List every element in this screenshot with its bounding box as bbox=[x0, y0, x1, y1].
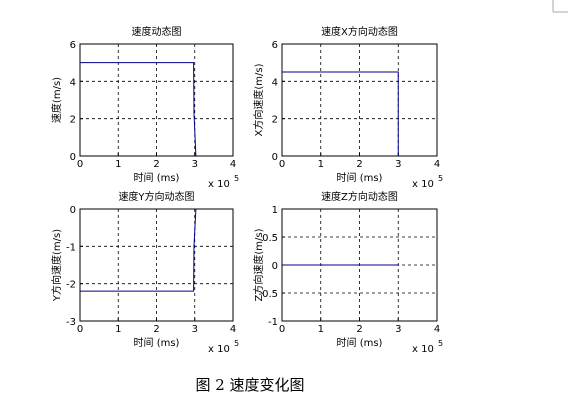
x-tick-label: 2 bbox=[153, 159, 159, 170]
x-tick-label: 0 bbox=[279, 159, 285, 170]
x-tick-label: 3 bbox=[192, 159, 198, 170]
x-axis-label: 时间 (ms) bbox=[337, 171, 383, 184]
chart-title: 速度Z方向动态图 bbox=[321, 190, 398, 203]
axes-box bbox=[79, 43, 234, 157]
y-tick-label: 6 bbox=[272, 40, 278, 51]
x-tick-label: 4 bbox=[230, 159, 236, 170]
x-axis-label: 时间 (ms) bbox=[134, 336, 180, 349]
axes-box bbox=[281, 43, 438, 157]
caption: 图 2 速度变化图 bbox=[195, 376, 304, 394]
x-tick-label: 4 bbox=[434, 324, 440, 335]
x-tick-label: 1 bbox=[115, 324, 121, 335]
y-axis-label: X方向速度(m/s) bbox=[252, 63, 265, 136]
x-tick-label: 0 bbox=[77, 324, 83, 335]
y-tick-label: 0 bbox=[272, 152, 278, 163]
y-axis-label: Z方向速度(m/s) bbox=[252, 228, 265, 301]
x-tick-label: 2 bbox=[356, 324, 362, 335]
y-tick-label: 0 bbox=[70, 205, 76, 216]
y-tick-label: 1 bbox=[272, 205, 278, 216]
x-scale-exponent: 5 bbox=[234, 339, 239, 348]
x-scale-exponent: 5 bbox=[438, 174, 443, 183]
x-scale-label: x 10 bbox=[412, 344, 434, 355]
x-tick-label: 1 bbox=[115, 159, 121, 170]
y-tick-label: 4 bbox=[272, 77, 278, 88]
y-tick-label: -1 bbox=[268, 317, 278, 328]
y-tick-label: 2 bbox=[70, 115, 76, 126]
x-tick-label: 1 bbox=[318, 324, 324, 335]
x-scale-label: x 10 bbox=[208, 344, 230, 355]
y-tick-label: -3 bbox=[66, 317, 76, 328]
axes-box bbox=[79, 208, 234, 322]
y-axis-label: 速度(m/s) bbox=[50, 77, 63, 123]
chart-title: 速度动态图 bbox=[132, 25, 182, 38]
chart-title: 速度X方向动态图 bbox=[321, 25, 398, 38]
x-scale-exponent: 5 bbox=[438, 339, 443, 348]
x-tick-label: 4 bbox=[230, 324, 236, 335]
y-axis-label: Y方向速度(m/s) bbox=[50, 229, 63, 302]
y-tick-label: 6 bbox=[70, 40, 76, 51]
x-tick-label: 2 bbox=[356, 159, 362, 170]
x-tick-label: 3 bbox=[192, 324, 198, 335]
x-tick-label: 3 bbox=[395, 159, 401, 170]
y-tick-label: 4 bbox=[70, 77, 76, 88]
y-tick-label: 0 bbox=[272, 261, 278, 272]
x-axis-label: 时间 (ms) bbox=[337, 336, 383, 349]
x-scale-label: x 10 bbox=[412, 179, 434, 190]
x-scale-exponent: 5 bbox=[234, 174, 239, 183]
x-tick-label: 4 bbox=[434, 159, 440, 170]
data-line bbox=[80, 208, 197, 292]
axes-box bbox=[281, 208, 438, 322]
x-tick-label: 3 bbox=[395, 324, 401, 335]
y-tick-label: -2 bbox=[66, 280, 76, 291]
x-tick-label: 0 bbox=[279, 324, 285, 335]
data-line bbox=[282, 71, 399, 156]
x-tick-label: 1 bbox=[318, 159, 324, 170]
y-tick-label: -0.5 bbox=[258, 289, 278, 300]
chart-title: 速度Y方向动态图 bbox=[118, 190, 194, 203]
x-tick-label: 2 bbox=[153, 324, 159, 335]
data-line bbox=[80, 62, 197, 157]
x-tick-label: 0 bbox=[77, 159, 83, 170]
x-axis-label: 时间 (ms) bbox=[134, 171, 180, 184]
y-tick-label: 0 bbox=[70, 152, 76, 163]
y-tick-label: -1 bbox=[66, 242, 76, 253]
y-tick-label: 0.5 bbox=[262, 233, 278, 244]
y-tick-label: 2 bbox=[272, 115, 278, 126]
x-scale-label: x 10 bbox=[208, 179, 230, 190]
